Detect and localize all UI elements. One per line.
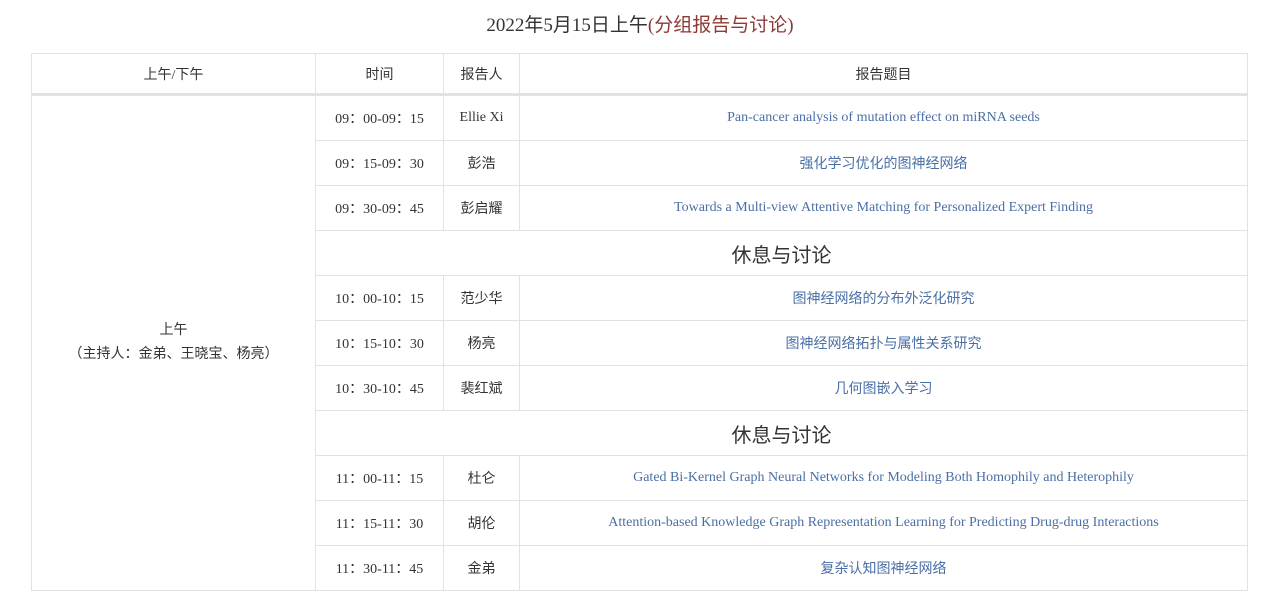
page-title: 2022年5月15日上午(分组报告与讨论) [0, 10, 1280, 37]
session-hosts: （主持人：金弟、王晓宝、杨亮） [68, 347, 279, 362]
topic-link[interactable]: Attention-based Knowledge Graph Represen… [608, 515, 1159, 530]
speaker-cell: 胡伦 [443, 500, 520, 546]
time-cell: 09：30-09：45 [315, 185, 444, 231]
topic-cell: 图神经网络的分布外泛化研究 [519, 275, 1248, 321]
time-cell: 09：15-09：30 [315, 140, 444, 186]
table-row: 09：30-09：45 彭启耀 Towards a Multi-view Atten… [32, 185, 1248, 231]
title-date: 2022年5月15日上午 [486, 15, 648, 36]
table-row: 11：00-11：15 杜仑 Gated Bi-Kernel Graph Neura… [32, 455, 1248, 501]
topic-cell: 图神经网络拓扑与属性关系研究 [519, 320, 1248, 366]
topic-link[interactable]: 几何图嵌入学习 [834, 382, 933, 397]
break-label: 休息与讨论 [315, 230, 1248, 276]
speaker-cell: 彭启耀 [443, 185, 520, 231]
table-row: 10：00-10：15 范少华 图神经网络的分布外泛化研究 [32, 275, 1248, 321]
speaker-cell: 裴红斌 [443, 365, 520, 411]
topic-cell: Attention-based Knowledge Graph Represen… [519, 500, 1248, 546]
break-row: 休息与讨论 [32, 410, 1248, 456]
header-period: 上午/下午 [31, 53, 316, 96]
speaker-cell: Ellie Xi [443, 94, 520, 141]
topic-cell: Pan-cancer analysis of mutation effect o… [519, 94, 1248, 141]
session-cell: 上午 （主持人：金弟、王晓宝、杨亮） [31, 94, 316, 591]
schedule-table: 上午/下午 时间 报告人 报告题目 上午 （主持人：金弟、王晓宝、杨亮） 09：00… [31, 53, 1248, 591]
topic-link[interactable]: 强化学习优化的图神经网络 [799, 157, 968, 172]
table-row: 11：30-11：45 金弟 复杂认知图神经网络 [32, 545, 1248, 591]
time-cell: 10：30-10：45 [315, 365, 444, 411]
topic-cell: 强化学习优化的图神经网络 [519, 140, 1248, 186]
header-topic: 报告题目 [519, 53, 1248, 96]
time-cell: 10：15-10：30 [315, 320, 444, 366]
time-cell: 11：15-11：30 [315, 500, 444, 546]
session-label: 上午 [159, 323, 188, 338]
topic-cell: 几何图嵌入学习 [519, 365, 1248, 411]
speaker-cell: 金弟 [443, 545, 520, 591]
topic-link[interactable]: 复杂认知图神经网络 [820, 562, 947, 577]
header-speaker: 报告人 [443, 53, 520, 96]
topic-link[interactable]: 图神经网络拓扑与属性关系研究 [785, 337, 982, 352]
speaker-cell: 范少华 [443, 275, 520, 321]
topic-link[interactable]: Towards a Multi-view Attentive Matching … [674, 200, 1093, 215]
time-cell: 09：00-09：15 [315, 94, 444, 141]
title-highlight: (分组报告与讨论) [647, 15, 794, 36]
topic-cell: 复杂认知图神经网络 [519, 545, 1248, 591]
time-cell: 10：00-10：15 [315, 275, 444, 321]
speaker-cell: 彭浩 [443, 140, 520, 186]
table-row: 上午 （主持人：金弟、王晓宝、杨亮） 09：00-09：15 Ellie Xi Pan-… [31, 94, 1248, 591]
table-row: 10：30-10：45 裴红斌 几何图嵌入学习 [32, 365, 1248, 411]
topic-link[interactable]: Gated Bi-Kernel Graph Neural Networks fo… [633, 470, 1134, 485]
topic-cell: Towards a Multi-view Attentive Matching … [519, 185, 1248, 231]
header-row: 上午/下午 时间 报告人 报告题目 [31, 53, 1248, 96]
time-cell: 11：30-11：45 [315, 545, 444, 591]
break-row: 休息与讨论 [32, 230, 1248, 276]
speaker-cell: 杨亮 [443, 320, 520, 366]
topic-link[interactable]: 图神经网络的分布外泛化研究 [792, 292, 975, 307]
table-row: 10：15-10：30 杨亮 图神经网络拓扑与属性关系研究 [32, 320, 1248, 366]
header-time: 时间 [315, 53, 444, 96]
speaker-cell: 杜仑 [443, 455, 520, 501]
table-row: 11：15-11：30 胡伦 Attention-based Knowledge G… [32, 500, 1248, 546]
topic-link[interactable]: Pan-cancer analysis of mutation effect o… [727, 110, 1040, 125]
break-label: 休息与讨论 [315, 410, 1248, 456]
time-cell: 11：00-11：15 [315, 455, 444, 501]
topic-cell: Gated Bi-Kernel Graph Neural Networks fo… [519, 455, 1248, 501]
